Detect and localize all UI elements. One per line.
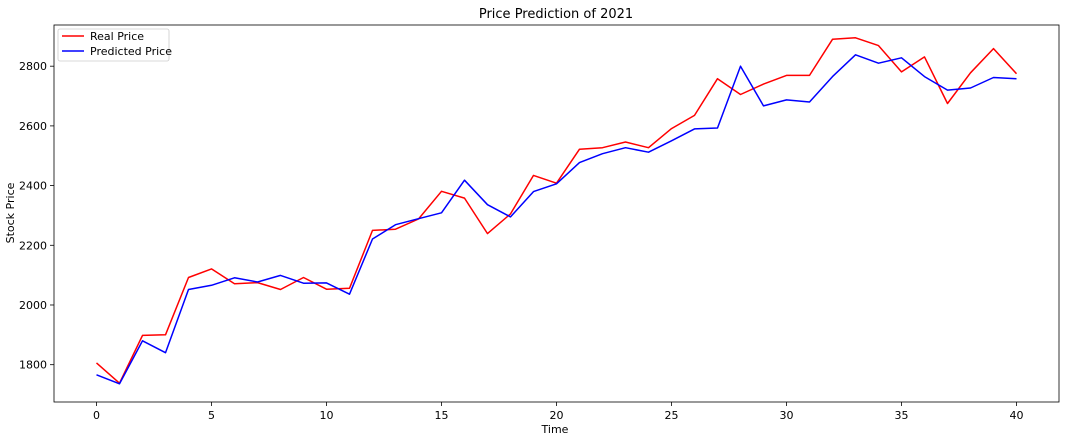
y-tick-label: 2400 bbox=[19, 180, 47, 193]
legend-box bbox=[57, 28, 170, 62]
axes-frame bbox=[53, 24, 1060, 403]
y-tick-label: 2000 bbox=[19, 299, 47, 312]
y-axis-label: Stock Price bbox=[4, 182, 17, 243]
series-line-real-price bbox=[96, 37, 1018, 384]
x-tick-label: 0 bbox=[93, 409, 100, 422]
chart-title: Price Prediction of 2021 bbox=[479, 7, 633, 22]
y-tick-label: 2600 bbox=[19, 120, 47, 133]
x-tick-label: 40 bbox=[1009, 409, 1023, 422]
series-line-predicted-price bbox=[96, 54, 1017, 385]
x-tick-label: 35 bbox=[894, 409, 908, 422]
y-tick-label: 1800 bbox=[19, 359, 47, 372]
legend-entry: Real Price bbox=[90, 30, 144, 43]
x-tick-label: 20 bbox=[550, 409, 564, 422]
plot-area: 0 5 10 15 20 25 30 35 40 1800 2000 2200 2400 2600 2800… bbox=[19, 24, 1060, 422]
y-tick-label: 2800 bbox=[19, 60, 47, 73]
legend: Real Price Predicted Price bbox=[57, 28, 172, 62]
x-tick-label: 5 bbox=[208, 409, 215, 422]
x-tick-label: 10 bbox=[320, 409, 334, 422]
legend-entry: Predicted Price bbox=[90, 45, 172, 58]
x-axis-label: Time bbox=[541, 423, 569, 436]
x-tick-label: 30 bbox=[779, 409, 793, 422]
x-tick-label: 25 bbox=[664, 409, 678, 422]
y-tick-label: 2200 bbox=[19, 239, 47, 252]
x-tick-label: 15 bbox=[435, 409, 449, 422]
